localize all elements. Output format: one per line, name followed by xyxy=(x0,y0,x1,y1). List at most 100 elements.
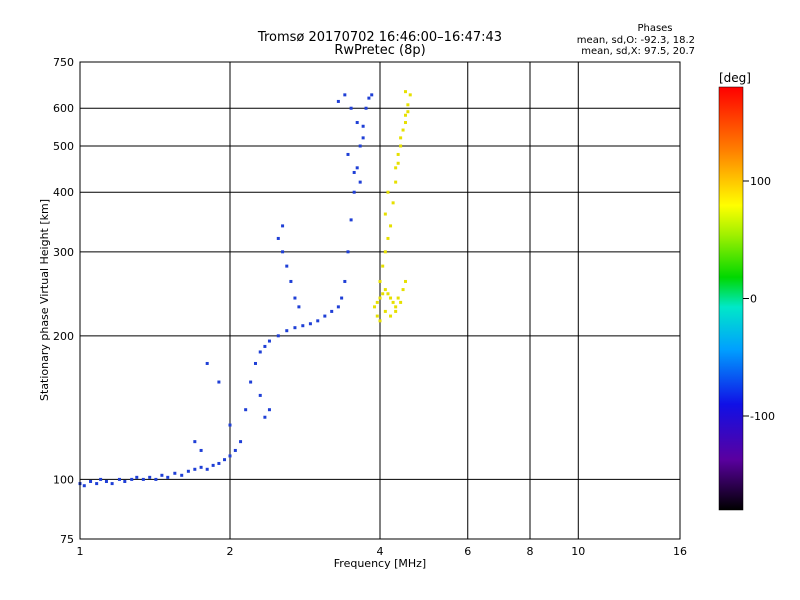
scatter-point xyxy=(285,264,289,268)
scatter-point xyxy=(349,106,353,110)
scatter-point xyxy=(180,473,184,477)
scatter-point xyxy=(381,264,385,268)
scatter-point xyxy=(276,334,280,338)
scatter-point xyxy=(403,279,407,283)
scatter-point xyxy=(267,408,271,412)
scatter-point xyxy=(281,224,285,228)
scatter-point xyxy=(383,288,387,292)
scatter-point xyxy=(258,350,262,354)
chart-subtitle: RwPretec (8p) xyxy=(334,43,425,58)
scatter-point xyxy=(99,477,103,481)
y-tick-label: 600 xyxy=(53,102,74,115)
scatter-point xyxy=(293,296,297,300)
data-points xyxy=(78,90,412,488)
scatter-point xyxy=(355,121,359,125)
scatter-point xyxy=(263,415,267,419)
scatter-point xyxy=(349,218,353,222)
scatter-point xyxy=(346,250,350,254)
scatter-point xyxy=(186,469,190,473)
plot-frame xyxy=(79,61,681,540)
scatter-point xyxy=(263,344,267,348)
stats-line-o: mean, sd,O: -92.3, 18.2 xyxy=(577,35,695,46)
scatter-point xyxy=(358,180,362,184)
scatter-point xyxy=(233,448,237,452)
colorbar xyxy=(718,86,744,511)
scatter-point xyxy=(370,93,374,97)
scatter-point xyxy=(406,110,410,114)
y-tick-label: 75 xyxy=(60,533,74,546)
scatter-point xyxy=(389,314,393,318)
y-ticks: 75 100 200 300 400 500 600 750 xyxy=(53,56,74,546)
y-axis-label: Stationary phase Virtual Height [km] xyxy=(38,199,51,401)
scatter-point xyxy=(367,96,371,100)
scatter-point xyxy=(394,180,398,184)
scatter-point xyxy=(343,279,347,283)
scatter-point xyxy=(148,475,152,479)
colorbar-ticks: 100 0 -100 xyxy=(743,175,775,423)
stats-heading: Phases xyxy=(637,23,672,34)
scatter-point xyxy=(406,103,410,107)
scatter-point xyxy=(95,482,99,486)
scatter-point xyxy=(378,319,382,323)
scatter-point xyxy=(228,423,232,427)
scatter-point xyxy=(364,106,368,110)
scatter-point xyxy=(301,324,305,328)
scatter-point xyxy=(352,190,356,194)
chart-title: Tromsø 20170702 16:46:00–16:47:43 xyxy=(257,30,502,45)
scatter-point xyxy=(193,440,197,444)
scatter-point xyxy=(355,166,359,170)
scatter-point xyxy=(375,314,379,318)
scatter-point xyxy=(386,292,390,296)
scatter-point xyxy=(239,440,243,444)
scatter-point xyxy=(205,467,209,471)
scatter-point xyxy=(160,473,164,477)
scatter-point xyxy=(391,201,395,205)
scatter-point xyxy=(396,152,400,156)
scatter-point xyxy=(223,458,227,462)
scatter-point xyxy=(267,339,271,343)
y-tick-label: 500 xyxy=(53,140,74,153)
scatter-point xyxy=(293,326,297,330)
scatter-point xyxy=(285,329,289,333)
colorbar-tick-label: 100 xyxy=(750,175,771,188)
scatter-point xyxy=(330,309,334,313)
scatter-point xyxy=(205,361,209,365)
scatter-point xyxy=(316,319,320,323)
colorbar-label: [deg] xyxy=(719,71,751,85)
scatter-point xyxy=(340,296,344,300)
scatter-point xyxy=(383,250,387,254)
x-tick-label: 1 xyxy=(77,545,84,558)
scatter-point xyxy=(396,161,400,165)
scatter-point xyxy=(394,309,398,313)
scatter-point xyxy=(396,296,400,300)
stats-line-x: mean, sd,X: 97.5, 20.7 xyxy=(581,46,695,57)
scatter-point xyxy=(389,224,393,228)
x-tick-label: 6 xyxy=(464,545,471,558)
y-tick-label: 750 xyxy=(53,56,74,69)
scatter-point xyxy=(378,279,382,283)
scatter-point xyxy=(399,144,403,148)
scatter-point xyxy=(258,393,262,397)
scatter-point xyxy=(104,479,108,483)
y-tick-label: 200 xyxy=(53,330,74,343)
scatter-point xyxy=(352,170,356,174)
scatter-point xyxy=(154,477,158,481)
scatter-point xyxy=(346,152,350,156)
scatter-point xyxy=(394,305,398,309)
scatter-point xyxy=(199,465,203,469)
colorbar-tick-label: -100 xyxy=(750,410,775,423)
scatter-point xyxy=(381,292,385,296)
scatter-point xyxy=(89,479,93,483)
scatter-point xyxy=(403,90,407,94)
grid-lines xyxy=(80,62,680,539)
scatter-point xyxy=(135,475,139,479)
scatter-point xyxy=(199,448,203,452)
scatter-point xyxy=(281,250,285,254)
scatter-point xyxy=(403,121,407,125)
x-tick-label: 16 xyxy=(673,545,687,558)
scatter-point xyxy=(211,463,215,467)
scatter-point xyxy=(173,471,177,475)
scatter-point xyxy=(323,314,327,318)
scatter-point xyxy=(399,136,403,140)
scatter-point xyxy=(401,288,405,292)
